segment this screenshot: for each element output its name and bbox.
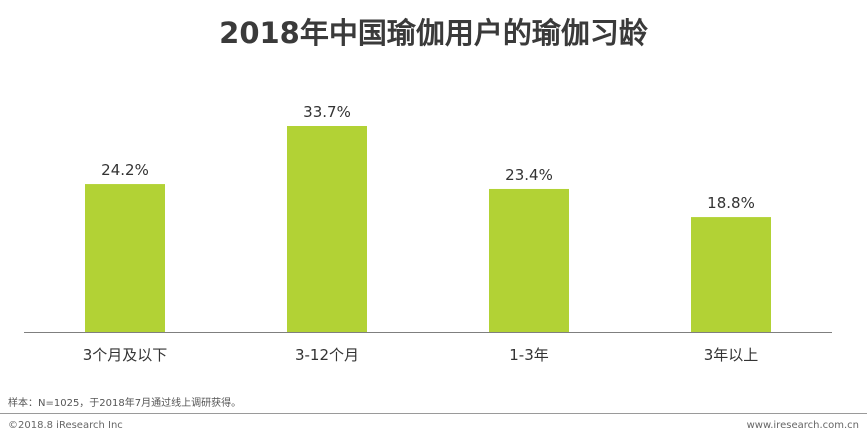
sample-note: 样本：N=1025，于2018年7月通过线上调研获得。 — [8, 398, 242, 409]
copyright-text: ©2018.8 iResearch Inc — [8, 420, 123, 431]
category-label: 3年以上 — [704, 346, 759, 364]
bar-value-label: 18.8% — [707, 194, 755, 212]
bar-1 — [85, 184, 165, 332]
bar-value-label: 33.7% — [303, 103, 351, 121]
bar-2 — [287, 126, 367, 332]
footer-divider — [0, 413, 867, 414]
bar-value-label: 23.4% — [505, 166, 553, 184]
bar-value-label: 24.2% — [101, 161, 149, 179]
category-label: 3-12个月 — [295, 346, 359, 364]
chart-title: 2018年中国瑜伽用户的瑜伽习龄 — [219, 16, 648, 50]
bar-3 — [489, 188, 569, 332]
category-label: 3个月及以下 — [83, 346, 168, 364]
website-text: www.iresearch.com.cn — [746, 420, 859, 431]
bar-4 — [691, 217, 771, 332]
category-label: 1-3年 — [509, 346, 549, 364]
